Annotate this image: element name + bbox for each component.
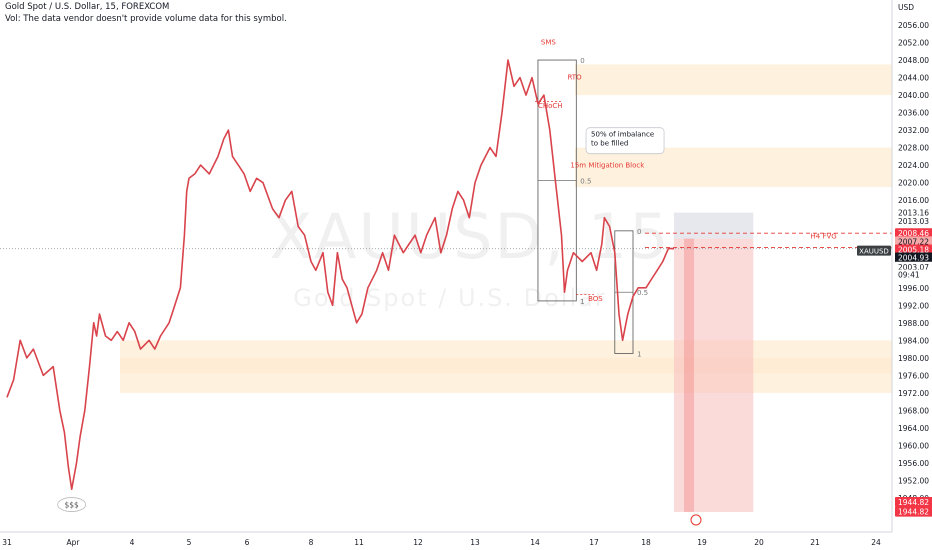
zone-1: [575, 64, 892, 96]
y-tick-label: 2036.00: [898, 109, 929, 118]
annotation-label: RTO: [567, 74, 582, 82]
price-label: 1944.82: [898, 508, 929, 517]
y-tick-label: 2020.00: [898, 179, 929, 188]
y-tick-label: 1984.00: [898, 336, 929, 345]
y-tick-label: 1992.00: [898, 301, 929, 310]
x-tick-label: 24: [871, 538, 881, 547]
price-label-bg: [895, 244, 932, 255]
price-series: [6, 59, 675, 490]
price-label-bg: [895, 506, 932, 517]
fib-label: 0: [580, 57, 584, 65]
y-tick-label: 1980.00: [898, 354, 929, 363]
x-tick-label: 11: [354, 538, 364, 547]
liquidity-bubble: [57, 497, 87, 512]
fvg-label: H4 FVG: [811, 232, 837, 240]
price-label-bg: [895, 269, 932, 280]
price-label-bg: [895, 496, 932, 507]
price-label: 2004.93: [898, 254, 929, 263]
stop-zone: [674, 212, 754, 239]
y-tick-label: 1976.00: [898, 371, 929, 380]
watermark-name: Gold Spot / U.S. Dollar: [293, 284, 606, 312]
y-tick-label: 1988.00: [898, 319, 929, 328]
x-tick-label: Apr: [67, 538, 81, 547]
x-tick-label: 5: [187, 538, 192, 547]
volume-note: Vol: The data vendor doesn't provide vol…: [5, 14, 287, 24]
symbol-tag: XAUUSD: [859, 248, 889, 256]
price-label: 09:41: [898, 271, 920, 280]
y-tick-label: 2028.00: [898, 144, 929, 153]
annotation-label: SMS: [541, 39, 556, 47]
time-axis-bg: [0, 532, 932, 550]
annotation-label: 15m Mitigation Block: [570, 161, 645, 169]
annotation-label: BOS: [588, 295, 603, 303]
callout-box: [585, 127, 665, 155]
price-label: 2007.22: [898, 237, 929, 246]
x-tick-label: 4: [130, 538, 135, 547]
chart-title: Gold Spot / U.S. Dollar, 15, FOREXCOM: [5, 2, 170, 12]
price-line: [6, 59, 675, 490]
fib-label: 0.5: [580, 177, 591, 185]
zones-layer: [120, 64, 892, 393]
y-tick-label: 2032.00: [898, 126, 929, 135]
y-tick-label: 2044.00: [898, 74, 929, 83]
y-tick-label: 1996.00: [898, 284, 929, 293]
y-tick-label: 1968.00: [898, 406, 929, 415]
price-label: 2013.16: [898, 209, 929, 218]
x-tick-label: 12: [413, 538, 423, 547]
y-tick-label: 2052.00: [898, 39, 929, 48]
x-tick-label: 14: [530, 538, 540, 547]
y-tick-label: 1960.00: [898, 441, 929, 450]
x-tick-label: 31: [2, 538, 12, 547]
price-label: 2013.03: [898, 217, 929, 226]
y-tick-label: 1952.00: [898, 476, 929, 485]
price-label: 2005.18: [898, 245, 929, 254]
y-tick-label: 2048.00: [898, 56, 929, 65]
fib-label: 0: [637, 228, 641, 236]
price-label-bg: [895, 236, 932, 247]
trade-bar: [684, 238, 694, 512]
x-tick-label: 8: [309, 538, 314, 547]
price-label-bg: [895, 228, 932, 239]
y-tick-label: 2056.00: [898, 21, 929, 30]
fib-label: 1: [580, 298, 584, 306]
x-tick-label: 6: [245, 538, 250, 547]
price-label: 2008.46: [898, 229, 929, 238]
callout-line1: 50% of imbalance: [591, 131, 654, 139]
short-position-layer[interactable]: [0, 212, 892, 526]
zone-2: [575, 147, 892, 188]
price-label: 1944.82: [898, 498, 929, 507]
x-tick-label: 13: [470, 538, 480, 547]
x-tick-label: 18: [641, 538, 651, 547]
zone-4: [120, 357, 892, 393]
price-label-bg: [895, 216, 932, 227]
alert-icon: [690, 514, 702, 526]
price-label-bg: [895, 261, 932, 272]
liquidity-label: $$$: [65, 501, 80, 510]
x-tick-label: 21: [810, 538, 820, 547]
annotations-layer: SMS CHoCH RTO 15m Mitigation Block BOS H4 FVG…: [57, 39, 837, 512]
y-tick-label: 2016.00: [898, 196, 929, 205]
currency-label: USD: [898, 3, 914, 12]
fib-label: 0.5: [637, 289, 648, 297]
x-tick-label: 17: [589, 538, 599, 547]
target-zone: [674, 238, 754, 512]
y-tick-label: 1964.00: [898, 424, 929, 433]
symbol-tag-bg: [857, 245, 891, 256]
time-axis[interactable]: 31 Apr 4 5 6 8 11 12 13 14 17 18 19 20 21 24: [0, 531, 932, 550]
x-tick-label: 19: [697, 538, 707, 547]
fib-label: 1: [637, 350, 641, 358]
y-tick-label: 1972.00: [898, 389, 929, 398]
y-tick-label: 2024.00: [898, 161, 929, 170]
callout-line2: to be filled: [591, 140, 628, 148]
price-label-bg: [895, 252, 932, 263]
fib-layer[interactable]: 0 0.5 1 0 0.5 1: [537, 57, 648, 358]
x-tick-label: 20: [754, 538, 764, 547]
annotation-label: CHoCH: [538, 102, 563, 110]
price-label: 2003.07: [898, 263, 929, 272]
y-tick-label: 1956.00: [898, 459, 929, 468]
price-label-bg: [895, 207, 932, 218]
y-tick-label: 2040.00: [898, 91, 929, 100]
